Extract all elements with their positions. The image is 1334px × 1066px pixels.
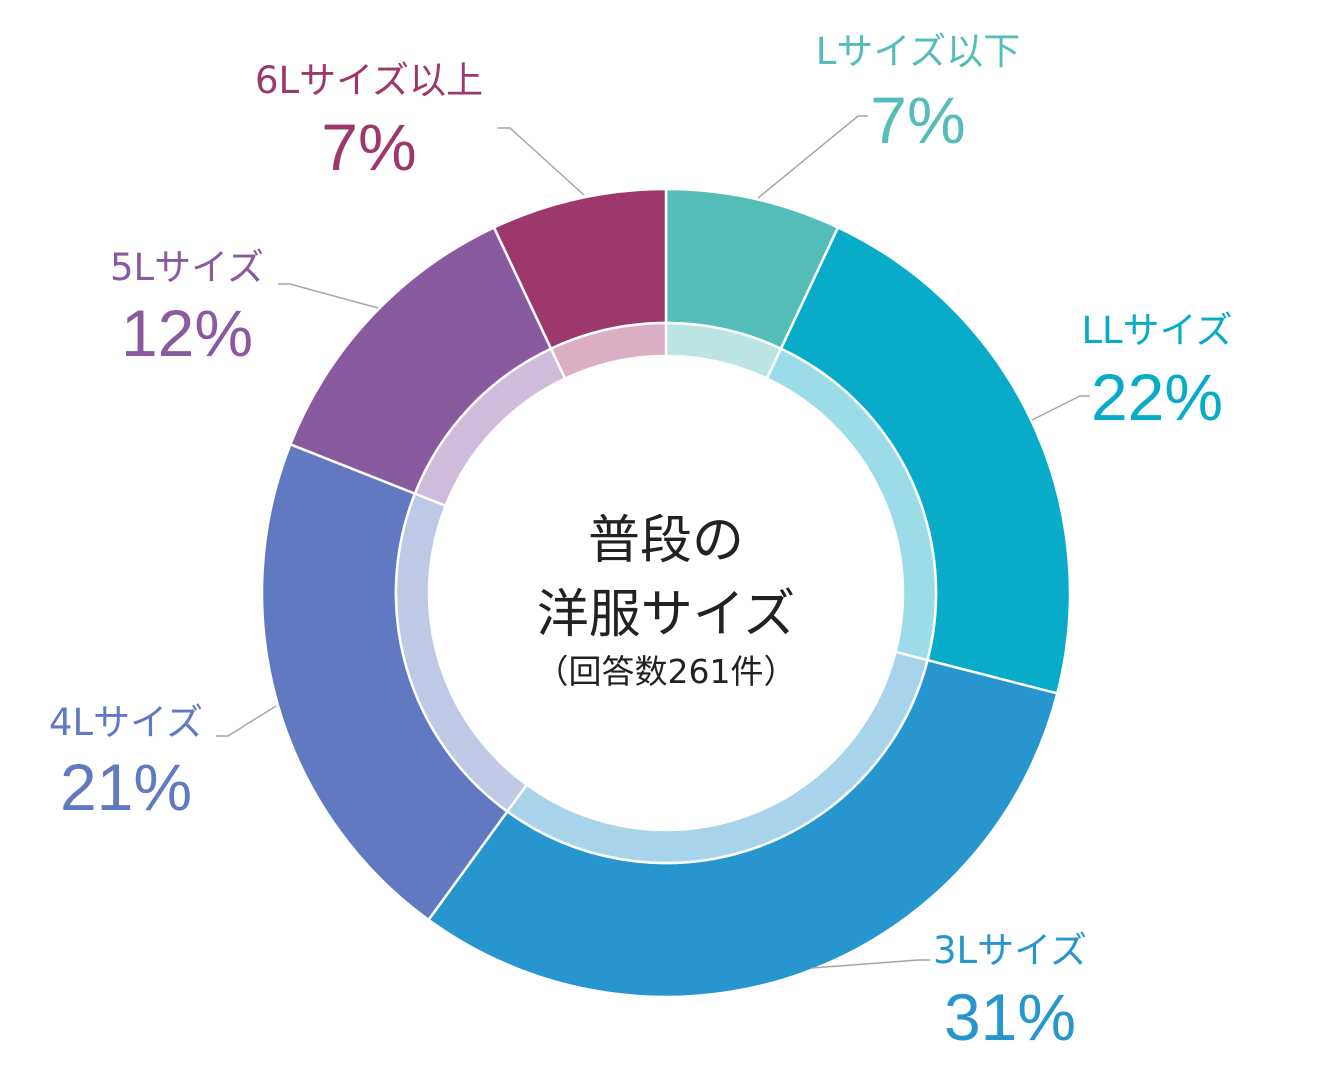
slice-label-6l-or-more: 6Lサイズ以上 [255,59,483,102]
leader-line-5l [278,283,379,309]
slice-label-l-or-less: Lサイズ以下 [816,30,1021,73]
slice-value-ll: 22% [1091,360,1223,434]
slice-value-6l-or-more: 7% [321,110,416,184]
center-text: 普段の 洋服サイズ （回答数261件） [536,511,797,691]
chart-title-line-1: 普段の [588,511,744,571]
slice-label-ll: LLサイズ [1081,309,1232,352]
leader-line-l-or-less [757,115,868,199]
leader-lines [216,115,1090,969]
slice-4l [260,442,510,922]
slice-label-4l: 4Lサイズ [49,701,203,744]
slice-value-3l: 31% [944,980,1076,1054]
slice-label-5l: 5Lサイズ [110,246,264,289]
leader-line-4l [216,705,277,737]
slice-value-l-or-less: 7% [870,83,965,157]
leader-line-3l [811,959,930,969]
donut-slices [260,187,1072,999]
slice-inner-band-6l-or-more [549,321,668,381]
slice-label-3l: 3Lサイズ [933,929,1087,972]
slice-value-5l: 12% [121,296,253,370]
chart-subtitle: （回答数261件） [536,652,797,691]
slice-labels: Lサイズ以下 7% LLサイズ 22% 3Lサイズ 31% 4Lサイズ 21% 5Lサイズ 12%… [49,30,1233,1054]
leader-line-ll [1031,395,1090,421]
slice-value-4l: 21% [60,750,192,824]
chart-title-line-2: 洋服サイズ [537,585,795,645]
leader-line-6l-or-more [498,127,585,196]
